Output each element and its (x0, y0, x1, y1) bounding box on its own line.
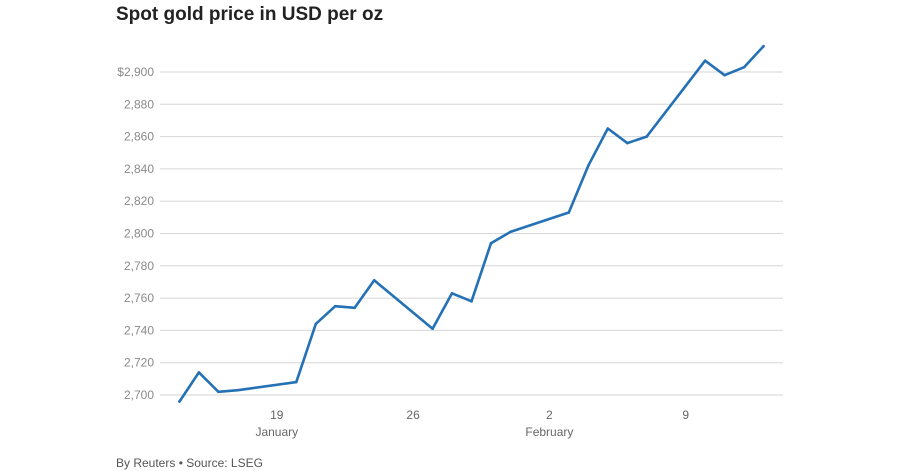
data-point (723, 73, 726, 77)
y-tick-label: 2,720 (124, 356, 154, 370)
series-layer (178, 44, 765, 403)
y-tick-label: 2,880 (124, 97, 154, 111)
data-point (645, 135, 649, 138)
data-point (489, 241, 493, 245)
data-point (509, 230, 512, 234)
price-line (178, 44, 765, 403)
data-point (606, 127, 610, 130)
x-tick-sublabel: January (255, 425, 298, 439)
x-axis-ticks: 19 January 26 2 February 9 (255, 408, 689, 439)
data-point (450, 291, 454, 295)
x-tick-label: 26 (406, 408, 420, 422)
y-tick-label: 2,740 (124, 323, 154, 337)
data-point (372, 279, 376, 282)
data-point (703, 59, 707, 62)
data-point (625, 141, 629, 145)
y-tick-label: 2,840 (124, 162, 154, 176)
x-tick-label: 19 (270, 408, 284, 422)
data-point (353, 306, 356, 310)
y-tick-label: 2,800 (124, 227, 154, 241)
source-footer: By Reuters • Source: LSEG (116, 456, 263, 470)
chart-title: Spot gold price in USD per oz (116, 4, 384, 25)
data-point (762, 44, 765, 48)
data-point (567, 211, 571, 214)
y-tick-label: 2,820 (124, 194, 154, 208)
data-point (470, 300, 473, 303)
data-point (197, 371, 201, 374)
data-point (178, 400, 181, 403)
y-tick-label: $2,900 (117, 65, 154, 79)
data-point (587, 164, 590, 167)
data-point (236, 388, 240, 392)
y-tick-label: 2,860 (124, 130, 154, 144)
data-point (333, 304, 337, 308)
data-point (742, 65, 746, 69)
gridlines (160, 71, 783, 396)
data-point (314, 322, 318, 326)
y-tick-label: 2,780 (124, 259, 154, 273)
data-point (217, 390, 220, 394)
data-point (431, 327, 434, 331)
x-tick-sublabel: February (525, 425, 573, 439)
y-tick-label: 2,700 (124, 388, 154, 402)
data-point (294, 380, 298, 384)
y-tick-label: 2,760 (124, 291, 154, 305)
x-tick-label: 9 (682, 408, 689, 422)
x-tick-label: 2 (546, 408, 553, 422)
y-axis-ticks: 2,700 2,720 2,740 2,760 2,780 2,800 2,820 2,840… (117, 65, 154, 402)
